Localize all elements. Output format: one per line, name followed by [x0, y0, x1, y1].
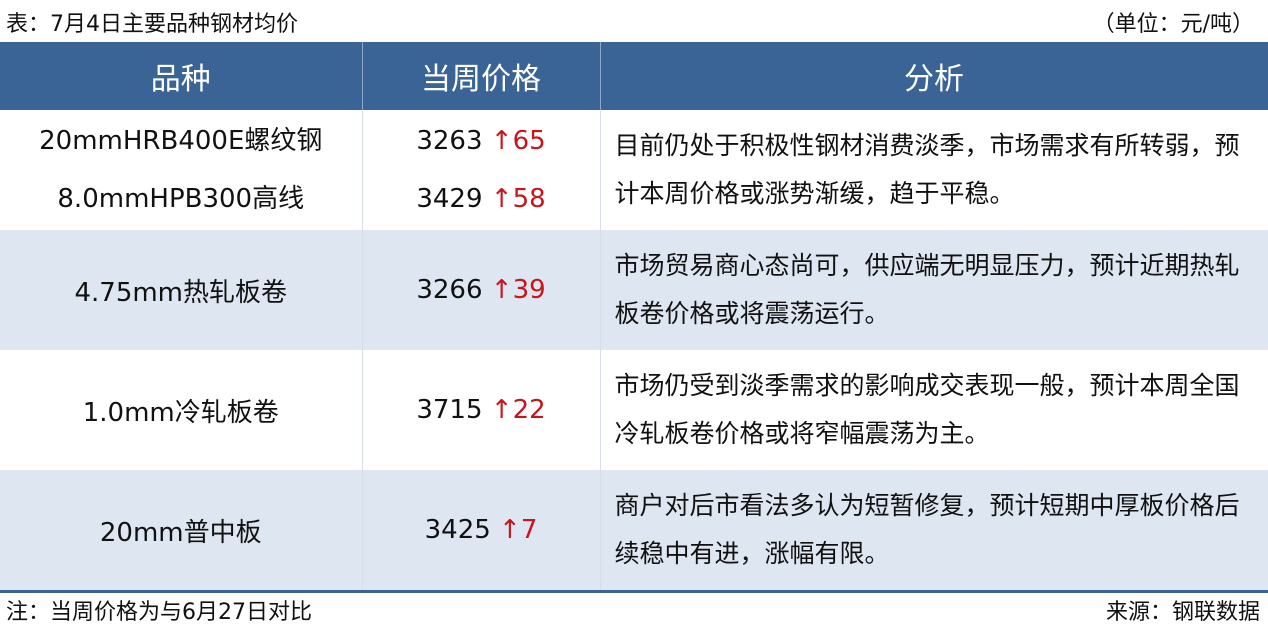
variety-name: 8.0mmHPB300高线: [57, 184, 305, 214]
up-arrow-icon: ↑: [490, 126, 513, 156]
table-row: 4.75mm热轧板卷 3266 ↑39 市场贸易商心态尚可，供应端无明显压力，预…: [0, 230, 1268, 350]
price-value: 3266: [416, 275, 483, 305]
source-label: 来源：钢联数据: [1105, 600, 1260, 625]
price-value: 3263: [416, 126, 483, 156]
up-arrow-icon: ↑: [490, 395, 513, 425]
price-change: 39: [512, 275, 546, 305]
header-variety: 品种: [0, 42, 363, 110]
table-row: 20mm普中板 3425 ↑7 商户对后市看法多认为短暂修复，预计短期中厚板价格…: [0, 470, 1268, 593]
table-title: 表：7月4日主要品种钢材均价: [6, 12, 298, 37]
price-cell: 3425 ↑7: [362, 470, 601, 593]
analysis-cell: 目前仍处于积极性钢材消费淡季，市场需求有所转弱，预计本周价格或涨势渐缓，趋于平稳…: [600, 110, 1268, 230]
price-change: 7: [520, 515, 538, 545]
price-value: 3429: [416, 184, 483, 214]
header-price: 当周价格: [362, 42, 601, 110]
up-arrow-icon: ↑: [490, 275, 513, 305]
price-value: 3715: [416, 395, 483, 425]
price-change: 65: [512, 126, 546, 156]
price-cell: 3266 ↑39: [362, 230, 601, 350]
analysis-cell: 商户对后市看法多认为短暂修复，预计短期中厚板价格后续稳中有进，涨幅有限。: [600, 470, 1268, 593]
variety-cell: 20mmHRB400E螺纹钢 8.0mmHPB300高线: [0, 110, 363, 230]
footnote: 注：当周价格为与6月27日对比: [6, 600, 312, 625]
variety-name: 1.0mm冷轧板卷: [0, 350, 363, 470]
table-row: 20mmHRB400E螺纹钢 8.0mmHPB300高线 3263 ↑65 34…: [0, 110, 1268, 230]
price-value: 3425: [424, 515, 491, 545]
header-analysis: 分析: [600, 42, 1268, 110]
unit-label: （单位：元/吨）: [1092, 12, 1254, 37]
price-cell: 3715 ↑22: [362, 350, 601, 470]
analysis-cell: 市场贸易商心态尚可，供应端无明显压力，预计近期热轧板卷价格或将震荡运行。: [600, 230, 1268, 350]
price-change: 58: [512, 184, 546, 214]
price-change: 22: [512, 395, 546, 425]
price-table: 品种 当周价格 分析 20mmHRB400E螺纹钢 8.0mmHPB300高线 …: [0, 42, 1268, 593]
table-row: 1.0mm冷轧板卷 3715 ↑22 市场仍受到淡季需求的影响成交表现一般，预计…: [0, 350, 1268, 470]
analysis-cell: 市场仍受到淡季需求的影响成交表现一般，预计本周全国冷轧板卷价格或将窄幅震荡为主。: [600, 350, 1268, 470]
up-arrow-icon: ↑: [490, 184, 513, 214]
up-arrow-icon: ↑: [499, 515, 521, 545]
variety-name: 20mmHRB400E螺纹钢: [39, 126, 323, 156]
price-cell: 3263 ↑65 3429 ↑58: [362, 110, 601, 230]
variety-name: 20mm普中板: [0, 470, 363, 593]
variety-name: 4.75mm热轧板卷: [0, 230, 363, 350]
